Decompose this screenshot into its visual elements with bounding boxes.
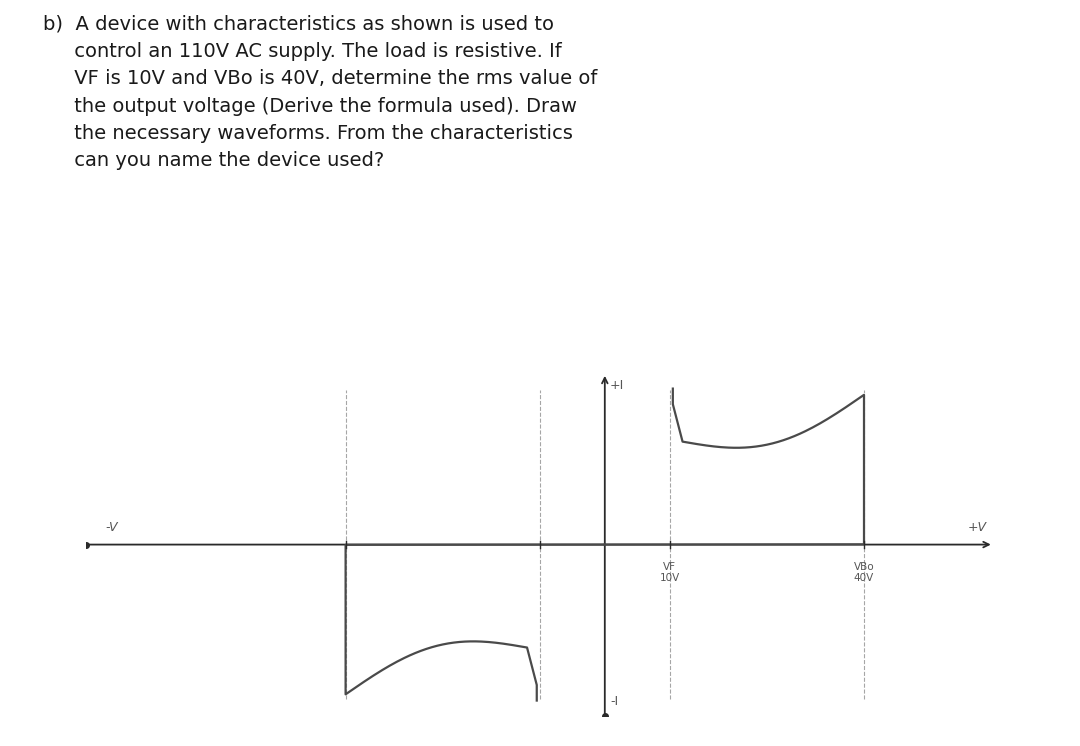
Text: b)  A device with characteristics as shown is used to
     control an 110V AC su: b) A device with characteristics as show… <box>43 15 597 170</box>
Text: +I: +I <box>610 379 624 392</box>
Text: VF
10V: VF 10V <box>660 562 679 583</box>
Text: -V: -V <box>106 521 119 533</box>
Text: -I: -I <box>610 695 618 709</box>
Text: VBo
40V: VBo 40V <box>853 562 875 583</box>
Text: +V: +V <box>968 521 987 533</box>
